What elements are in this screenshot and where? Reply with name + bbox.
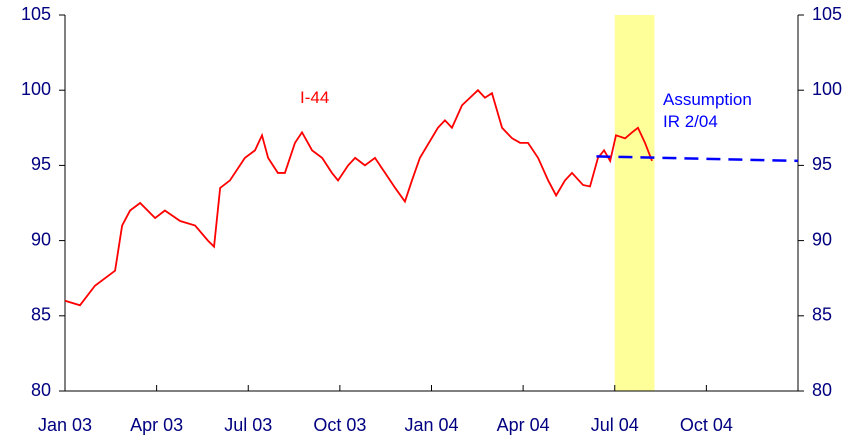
y-tick-label: 85 <box>31 305 51 325</box>
y-tick-label: 95 <box>31 154 51 174</box>
y2-tick-label: 100 <box>812 79 842 99</box>
y-tick-label: 80 <box>31 380 51 400</box>
series-line <box>596 155 799 163</box>
x-tick-label: Apr 04 <box>497 415 550 435</box>
x-tick-label: Oct 04 <box>680 415 733 435</box>
y2-tick-label: 85 <box>812 305 832 325</box>
x-tick-label: Jan 04 <box>404 415 458 435</box>
y2-tick-label: 90 <box>812 229 832 249</box>
x-tick-label: Jul 03 <box>224 415 272 435</box>
y-tick-label: 105 <box>21 4 51 24</box>
y-tick-label: 100 <box>21 79 51 99</box>
highlight-band <box>614 15 655 391</box>
series-label: I-44 <box>300 88 330 107</box>
x-tick-label: Oct 03 <box>313 415 366 435</box>
y2-tick-label: 80 <box>812 380 832 400</box>
x-tick-label: Jul 04 <box>591 415 639 435</box>
x-tick-label: Jan 03 <box>38 415 92 435</box>
x-tick-label: Apr 03 <box>130 415 183 435</box>
y-tick-label: 90 <box>31 229 51 249</box>
y2-tick-label: 105 <box>812 4 842 24</box>
series-label: Assumption IR 2/04 <box>663 90 752 131</box>
y2-tick-label: 95 <box>812 154 832 174</box>
series-line <box>64 88 653 307</box>
